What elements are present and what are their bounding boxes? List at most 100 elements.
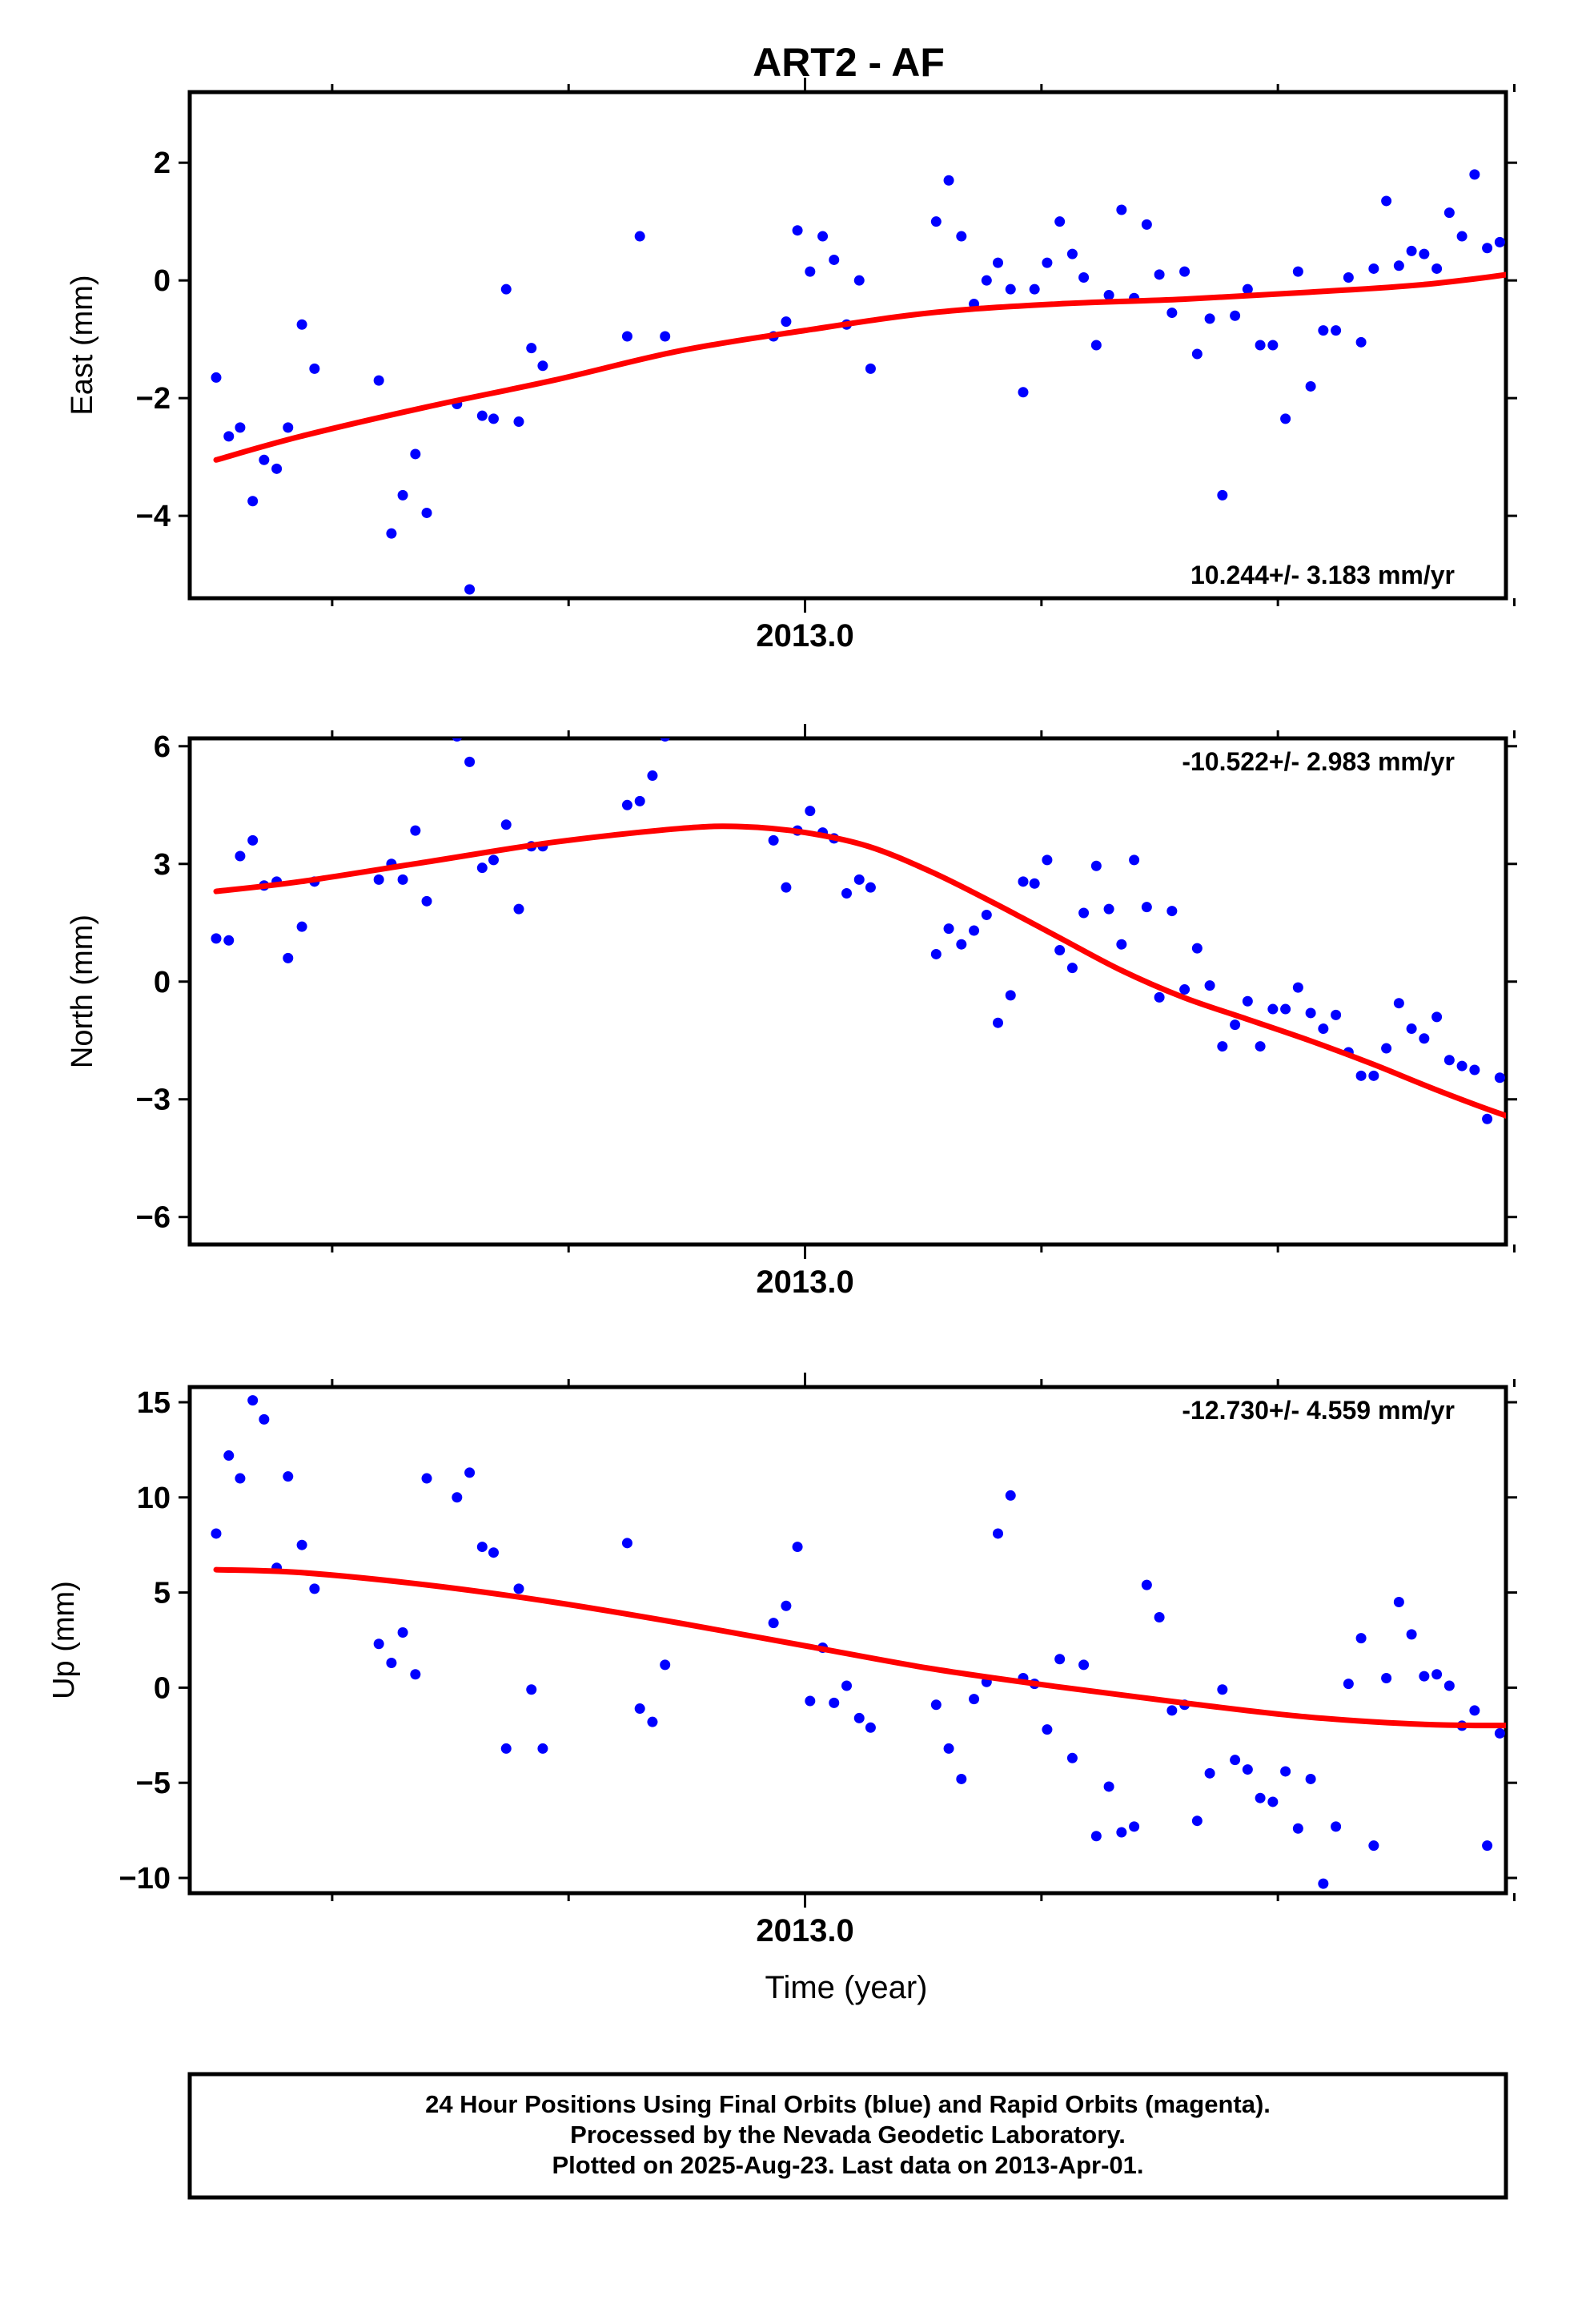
data-point (1355, 1070, 1367, 1081)
rate-label: 10.244+/- 3.183 mm/yr (1191, 561, 1455, 589)
data-point (1090, 1831, 1102, 1842)
plot-area (211, 738, 1556, 1124)
data-point (1255, 1041, 1266, 1052)
data-point (1482, 243, 1493, 254)
data-point (1443, 207, 1455, 219)
y-tick-label: −3 (136, 1084, 171, 1117)
data-point (1078, 907, 1090, 919)
data-point (1355, 1633, 1367, 1644)
data-point (1431, 263, 1443, 274)
fit-curve (213, 271, 1506, 463)
y-tick-label: 3 (154, 848, 171, 882)
data-point (1179, 266, 1191, 277)
data-point (817, 231, 829, 242)
data-point (1154, 991, 1165, 1003)
data-point (1443, 1680, 1455, 1691)
data-point (1456, 1060, 1468, 1072)
data-point (1406, 245, 1417, 256)
data-point (1343, 1679, 1354, 1690)
data-point (1217, 1041, 1228, 1052)
data-point (1054, 1654, 1066, 1665)
data-point (1204, 980, 1215, 991)
data-point (1558, 234, 1568, 244)
data-point (464, 1467, 476, 1478)
data-point (373, 1638, 384, 1650)
panel-1: 2 0 −2 −4 2013.0 East (mm) 10.244+/- 3.183 mm/… (66, 78, 1580, 653)
data-point (1166, 1705, 1178, 1716)
data-point (1318, 325, 1329, 336)
data-point (1204, 1767, 1215, 1779)
data-point (634, 795, 645, 806)
data-point (1018, 387, 1029, 398)
data-point (1029, 878, 1040, 889)
data-point (1545, 1096, 1556, 1107)
rate-label: -10.522+/- 2.983 mm/yr (1182, 747, 1455, 776)
data-point (1280, 413, 1291, 424)
data-point (621, 331, 632, 342)
data-point (1532, 1781, 1543, 1791)
data-point (1318, 1023, 1329, 1035)
data-point (1520, 1811, 1530, 1822)
data-point (283, 422, 294, 433)
footer-line-1: 24 Hour Positions Using Final Orbits (bl… (425, 2090, 1271, 2118)
data-point (1103, 1781, 1114, 1792)
data-point (1103, 903, 1114, 915)
data-point (211, 933, 222, 944)
data-point (259, 1413, 270, 1425)
data-point (526, 343, 537, 354)
data-point (981, 275, 992, 286)
data-point (476, 1542, 488, 1553)
y-tick-label: 6 (154, 730, 171, 764)
data-point (853, 874, 865, 885)
data-point (1280, 1766, 1291, 1777)
data-point (993, 1017, 1003, 1028)
data-point (768, 834, 779, 846)
data-point (1431, 1669, 1443, 1680)
data-point (247, 834, 259, 846)
data-point (956, 1773, 967, 1784)
data-point (1570, 275, 1580, 286)
y-tick-label: −6 (136, 1201, 171, 1235)
y-axis-label: Up (mm) (47, 1581, 81, 1699)
data-point (1242, 995, 1253, 1007)
data-point (1242, 283, 1253, 295)
data-point (309, 1583, 320, 1594)
data-point (500, 1743, 512, 1754)
data-point (1431, 1011, 1443, 1023)
data-point (1141, 1579, 1152, 1590)
fit-curve (213, 823, 1506, 1119)
data-point (1456, 231, 1468, 242)
data-point (296, 1539, 307, 1550)
data-point (1419, 248, 1430, 259)
y-tick-label: −2 (136, 382, 171, 416)
data-point (223, 1450, 235, 1462)
data-point (1570, 1781, 1580, 1791)
y-tick-label: 5 (154, 1577, 171, 1610)
data-point (283, 952, 294, 963)
x-axis-label: Time (year) (765, 1970, 928, 2005)
data-point (235, 422, 246, 433)
data-point (1154, 1611, 1165, 1622)
data-point (792, 1542, 803, 1553)
data-point (781, 1600, 792, 1611)
data-point (1005, 283, 1016, 295)
data-point (1267, 1796, 1279, 1807)
data-point (1331, 1009, 1342, 1020)
data-point (1078, 1659, 1090, 1671)
data-point (296, 921, 307, 932)
footer-line-2: Processed by the Nevada Geodetic Laborat… (570, 2121, 1126, 2149)
data-point (1230, 1019, 1241, 1031)
data-point (792, 225, 803, 236)
data-point (805, 266, 816, 277)
data-point (969, 1694, 980, 1705)
data-point (1558, 1808, 1568, 1819)
data-point (781, 882, 792, 893)
data-point (943, 175, 954, 186)
data-point (1090, 340, 1102, 351)
panel-3: 15 10 5 0 −5 −10 2013.0 Up (mm) -12.730+/- 4.559… (47, 1373, 1580, 1948)
data-point (621, 799, 632, 810)
data-point (1029, 283, 1040, 295)
data-point (452, 1492, 463, 1503)
data-point (1381, 1043, 1392, 1054)
data-point (1381, 1673, 1392, 1684)
